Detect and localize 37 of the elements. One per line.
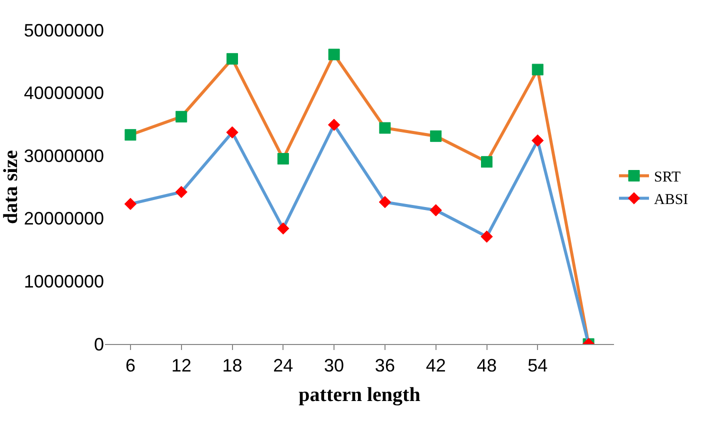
x-tick-label: 36 bbox=[374, 356, 395, 376]
point bbox=[124, 198, 137, 210]
legend-label: SRT bbox=[654, 170, 681, 186]
point bbox=[480, 230, 493, 243]
y-tick-label: 0 bbox=[94, 334, 104, 354]
point bbox=[430, 130, 442, 142]
point bbox=[124, 129, 136, 141]
x-tick-label: 54 bbox=[528, 356, 548, 376]
x-tick-label: 12 bbox=[171, 356, 192, 376]
point bbox=[532, 134, 544, 147]
point bbox=[277, 222, 290, 235]
point bbox=[175, 186, 188, 198]
y-tick-label: 40000000 bbox=[24, 83, 104, 104]
x-tick-label: 6 bbox=[125, 356, 136, 376]
x-tick-label: 24 bbox=[273, 356, 294, 376]
y-tick-label: 30000000 bbox=[24, 146, 104, 166]
point bbox=[328, 48, 340, 60]
x-tick-label: 48 bbox=[476, 356, 497, 376]
y-tick-label: 20000000 bbox=[24, 208, 104, 229]
y-tick-label: 10000000 bbox=[24, 272, 104, 292]
y-axis-title: data size bbox=[0, 150, 22, 224]
point bbox=[481, 156, 492, 168]
x-tick-label: 42 bbox=[426, 356, 446, 376]
point bbox=[226, 53, 238, 65]
point bbox=[379, 122, 391, 134]
legend-label: ABSI bbox=[654, 192, 688, 208]
x-tick-label: 18 bbox=[222, 356, 242, 376]
point bbox=[277, 152, 289, 164]
point bbox=[532, 64, 544, 76]
point bbox=[430, 204, 442, 216]
point bbox=[176, 110, 188, 122]
point bbox=[378, 196, 392, 208]
x-tick-label: 30 bbox=[324, 356, 344, 376]
y-tick-label: 50000000 bbox=[24, 20, 104, 40]
x-axis-title: pattern length bbox=[298, 384, 420, 406]
point bbox=[226, 126, 238, 138]
point bbox=[328, 118, 340, 131]
